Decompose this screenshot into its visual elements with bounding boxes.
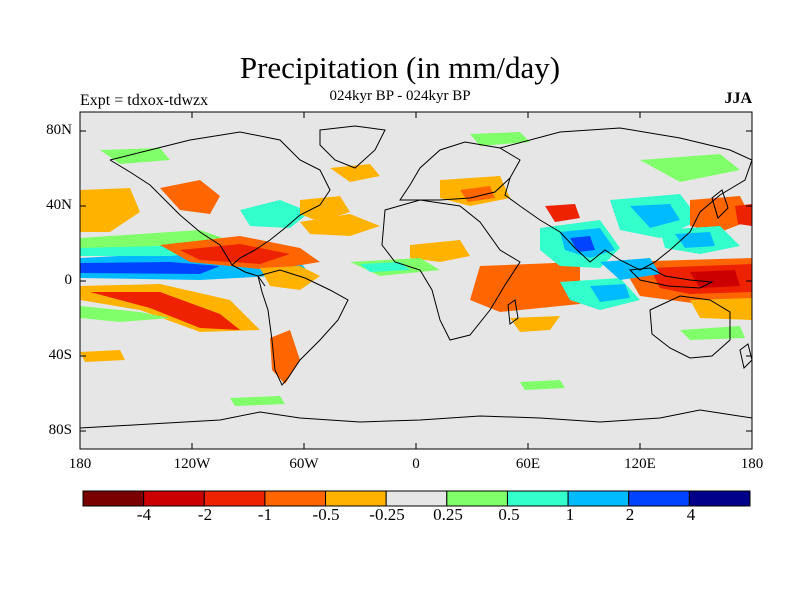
colorbar-swatch: [325, 490, 387, 507]
colorbar-label: 2: [625, 505, 635, 524]
field-southern-ocean-green-2: [520, 380, 565, 390]
field-south-pacific-dry-core: [90, 292, 240, 330]
colorbar-label: -0.25: [369, 505, 405, 524]
field-southern-ocean-green-1: [230, 396, 285, 406]
lon-label-60w: 60W: [289, 456, 319, 472]
field-central-america-dry-core: [180, 244, 290, 264]
colorbar-swatch: [567, 490, 630, 507]
field-south-pacific-small-dry: [80, 350, 125, 362]
lon-label-120e: 120E: [624, 456, 656, 472]
map-area: [80, 112, 752, 449]
field-arctic-green-3: [640, 154, 740, 182]
field-south-pacific-green: [80, 306, 170, 322]
field-ne-pacific-orange: [80, 188, 140, 232]
colorbar-swatch: [506, 490, 569, 507]
coast-asia: [499, 127, 752, 271]
colorbar-label: 0.5: [498, 505, 520, 524]
field-amazon-dry: [260, 266, 320, 290]
field-south-indian-dry: [690, 298, 752, 320]
lat-label-40n: 40N: [46, 197, 72, 213]
coast-antarctica: [80, 409, 752, 429]
field-eq-pacific-wet-core: [80, 262, 220, 274]
coast-africa: [381, 199, 521, 341]
lon-label-180w: 180: [68, 456, 92, 472]
field-japan-dry: [690, 196, 752, 232]
field-maritime-continent-wet: [600, 258, 660, 280]
colorbar: [82, 490, 751, 507]
colorbar-swatch: [264, 490, 327, 507]
colorbar-swatch: [688, 490, 751, 507]
colorbar-swatch: [82, 490, 145, 507]
field-arctic-green-2: [470, 132, 530, 146]
lon-label-0: 0: [412, 456, 420, 472]
colorbar-label: -4: [136, 505, 152, 524]
coastlines: [80, 125, 752, 429]
colorbar-swatch: [628, 490, 690, 507]
lon-label-180e: 180: [740, 456, 764, 472]
coast-japan: [711, 189, 729, 219]
field-warm-pool-dry-max: [690, 270, 740, 288]
season-label: JJA: [724, 90, 752, 107]
colorbar-label: -1: [257, 505, 273, 524]
field-north-atlantic-dry: [300, 214, 380, 236]
lat-label-0: 0: [64, 272, 73, 288]
field-us-east-dry: [300, 196, 350, 222]
colorbar-label: -2: [197, 505, 213, 524]
colorbar-label: 1: [565, 505, 575, 524]
colorbar-swatch: [143, 490, 205, 507]
coast-maritime-continent: [628, 267, 714, 289]
field-india-wet-core: [570, 236, 595, 252]
field-africa-cyan: [360, 262, 410, 272]
coast-greenland: [319, 125, 386, 169]
field-east-africa-orange: [470, 262, 580, 312]
map-title: Precipitation (in mm/day): [239, 50, 561, 85]
lat-label-40s: 40S: [48, 347, 72, 363]
field-southern-ocean-green-3: [680, 326, 745, 340]
field-arabia-dry: [545, 204, 580, 222]
lat-label-80n: 80N: [46, 122, 72, 138]
coast-europe: [399, 141, 521, 201]
field-africa-west-dry: [410, 240, 470, 262]
map-subtitle: 024kyr BP - 024kyr BP: [329, 88, 471, 104]
lat-label-80s: 80S: [48, 422, 72, 438]
experiment-label: Expt = tdxox-tdwzx: [80, 92, 209, 109]
lat-ticks: [80, 130, 752, 432]
field-arctic-green-1: [100, 148, 170, 164]
colorbar-label: -0.5: [312, 505, 340, 524]
field-japan-dry-core: [735, 204, 752, 226]
colorbar-swatch: [203, 490, 266, 507]
field-indian-ocean-blue: [590, 284, 630, 302]
coast-australia: [649, 295, 731, 359]
field-mozambique-dry: [510, 316, 560, 332]
colorbar-swatch: [385, 490, 448, 507]
coast-south-america: [257, 269, 349, 386]
coast-north-america: [109, 131, 331, 287]
field-north-america-dry: [160, 180, 220, 214]
field-east-asia-blue: [630, 204, 680, 228]
lon-ticks: [79, 112, 753, 449]
coast-new-zealand: [739, 343, 752, 369]
colorbar-label: 4: [686, 505, 696, 524]
coast-madagascar: [507, 299, 519, 325]
lon-label-60e: 60E: [515, 456, 541, 472]
lon-label-120w: 120W: [173, 456, 211, 472]
coast-north-america-west: [109, 159, 233, 266]
field-north-atlantic-orange: [330, 164, 380, 182]
colorbar-label: 0.25: [433, 505, 463, 524]
colorbar-swatch: [446, 490, 508, 507]
map-frame: [79, 111, 753, 450]
